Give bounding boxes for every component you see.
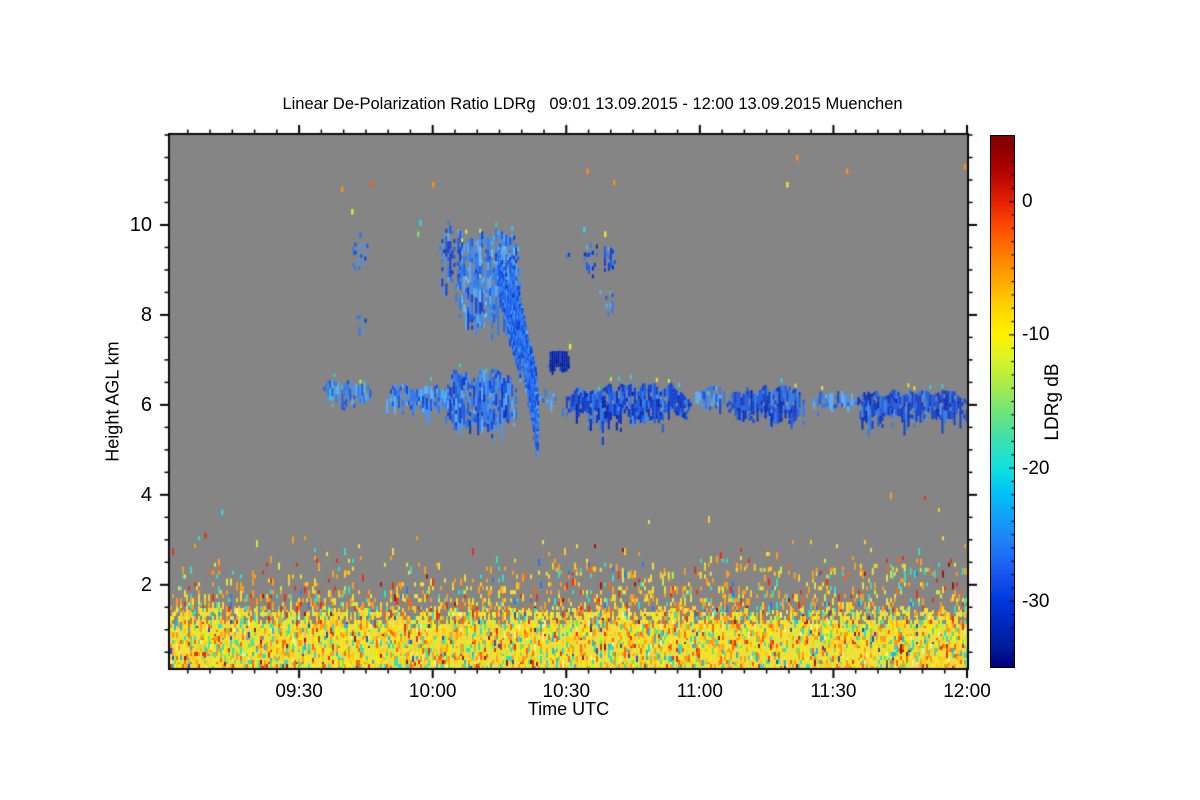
colorbar-tick-label: -30: [1022, 590, 1050, 612]
x-tick-label: 12:00: [943, 681, 991, 702]
x-axis-title: Time UTC: [527, 699, 610, 719]
y-tick-label: 6: [140, 393, 152, 416]
x-tick-label: 10:00: [408, 681, 457, 702]
colorbar-tick-label: -10: [1022, 324, 1050, 346]
x-tick-label: 10:30: [542, 681, 591, 702]
x-tick-label: 09:30: [275, 681, 323, 702]
y-tick-label: 2: [140, 573, 152, 596]
x-tick-label: 11:00: [676, 681, 723, 702]
colorbar-tick-label: -20: [1022, 457, 1050, 479]
y-tick-label: 4: [140, 483, 152, 506]
x-tick-label: 11:30: [810, 681, 857, 702]
y-tick-label: 10: [129, 213, 152, 236]
colorbar-tick-label: 0: [1022, 191, 1033, 213]
y-tick-label: 8: [140, 303, 152, 326]
